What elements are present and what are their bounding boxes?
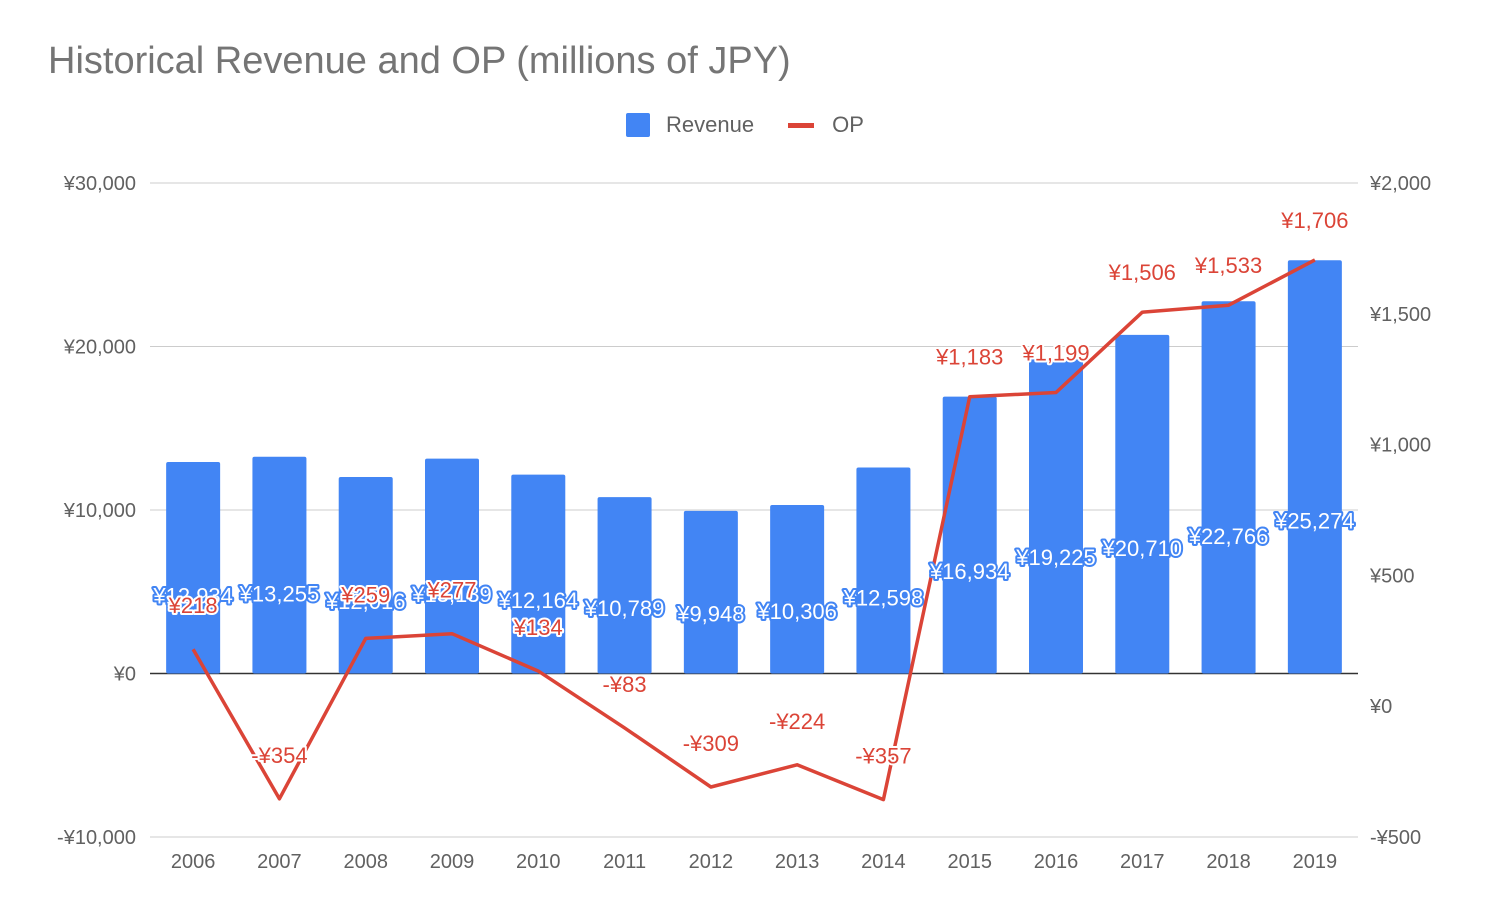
revenue-bar (1201, 301, 1256, 674)
revenue-data-label: ¥12,016 (325, 589, 406, 614)
left-axis-tick-label: ¥0 (113, 664, 136, 686)
op-data-label: ¥1,199 (1021, 341, 1089, 366)
revenue-bar (597, 497, 652, 674)
left-axis-tick-label: ¥10,000 (63, 500, 136, 522)
x-axis-tick-label: 2013 (775, 851, 820, 873)
left-axis-tick-label: ¥30,000 (63, 173, 136, 195)
revenue-data-label: ¥19,225 (1015, 545, 1096, 570)
op-data-label: -¥357 (855, 744, 911, 769)
x-axis-tick-label: 2018 (1206, 851, 1251, 873)
op-data-label: ¥1,706 (1280, 208, 1348, 233)
legend-revenue-label: Revenue (666, 112, 755, 137)
legend-revenue-swatch (626, 113, 650, 137)
right-axis-tick-label: ¥0 (1369, 696, 1392, 718)
op-data-label: -¥354 (251, 743, 307, 768)
revenue-bar (511, 474, 566, 674)
revenue-data-label: ¥9,948 (676, 601, 744, 626)
revenue-bar (1287, 260, 1342, 674)
left-axis-tick-label: ¥20,000 (63, 337, 136, 359)
x-axis-tick-label: 2009 (430, 851, 475, 873)
op-data-label: -¥83 (603, 672, 647, 697)
right-axis-tick-label: ¥1,500 (1369, 304, 1431, 326)
op-line (191, 258, 1316, 802)
revenue-bar (683, 510, 738, 674)
revenue-bar (338, 477, 393, 674)
revenue-data-label: ¥16,934 (929, 559, 1010, 584)
x-axis-tick-label: 2006 (171, 851, 216, 873)
revenue-bar (1029, 359, 1083, 674)
right-axis-tick-label: ¥500 (1369, 565, 1415, 587)
revenue-bar (166, 462, 221, 674)
right-axis-tick-label: ¥1,000 (1369, 435, 1431, 457)
right-axis-tick-label: ¥2,000 (1369, 173, 1431, 195)
op-data-label: -¥309 (683, 731, 739, 756)
x-axis-tick-label: 2017 (1120, 851, 1165, 873)
right-axis-tick-label: -¥500 (1370, 827, 1421, 849)
revenue-data-label: ¥10,306 (756, 599, 837, 624)
x-axis-tick-label: 2019 (1293, 851, 1338, 873)
op-data-label: ¥134 (513, 615, 563, 640)
revenue-bar (1115, 334, 1170, 674)
revenue-data-label: ¥10,789 (584, 596, 665, 621)
left-axis-tick-label: -¥10,000 (57, 827, 136, 849)
legend: Revenue OP (626, 112, 864, 138)
op-data-label: ¥1,533 (1194, 253, 1262, 278)
op-data-label: ¥259 (340, 582, 390, 607)
revenue-data-label: ¥12,934 (152, 583, 233, 608)
x-axis-tick-label: 2016 (1034, 851, 1079, 873)
revenue-bar (770, 504, 825, 674)
op-data-label: ¥1,183 (935, 345, 1003, 370)
revenue-data-label: ¥13,255 (239, 581, 320, 606)
op-data-label: -¥224 (769, 709, 825, 734)
x-axis-tick-label: 2011 (603, 851, 646, 873)
revenue-data-label: ¥25,274 (1274, 509, 1355, 534)
revenue-data-label: ¥12,164 (498, 588, 579, 613)
x-axis-tick-label: 2012 (689, 851, 734, 873)
op-data-label: ¥277 (427, 578, 477, 603)
revenue-bar (856, 467, 911, 674)
revenue-bar (252, 456, 307, 674)
x-axis-tick-label: 2008 (343, 851, 388, 873)
revenue-data-label: ¥12,598 (843, 585, 924, 610)
revenue-bar (425, 458, 479, 674)
chart-title: Historical Revenue and OP (millions of J… (48, 40, 791, 82)
revenue-data-label: ¥20,710 (1102, 536, 1183, 561)
x-axis-tick-label: 2007 (257, 851, 302, 873)
op-data-label: ¥218 (168, 593, 218, 618)
revenue-bar (942, 396, 997, 674)
x-axis-tick-label: 2015 (947, 851, 992, 873)
legend-op-swatch (788, 122, 815, 128)
revenue-data-label: ¥13,139 (411, 582, 492, 607)
op-data-label: ¥1,506 (1108, 260, 1176, 285)
x-axis-tick-label: 2014 (861, 851, 906, 873)
revenue-data-label: ¥22,766 (1188, 524, 1269, 549)
x-axis-tick-label: 2010 (516, 851, 561, 873)
legend-op-label: OP (832, 112, 864, 137)
